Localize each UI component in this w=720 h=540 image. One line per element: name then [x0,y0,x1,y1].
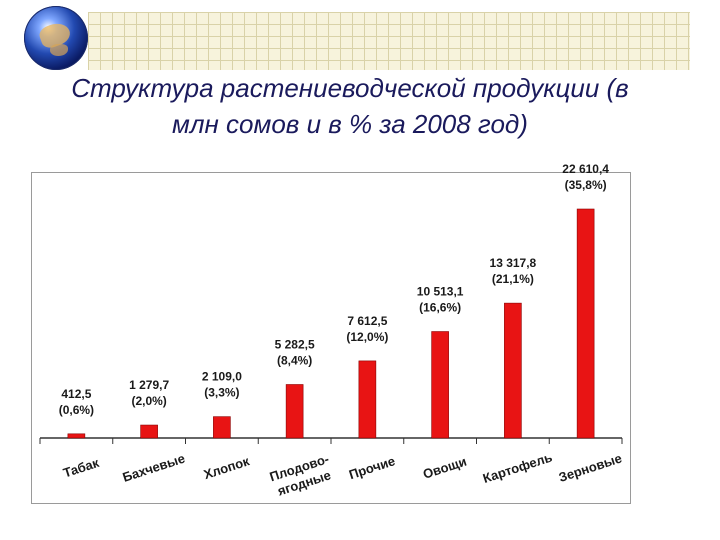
x-tick-label-line: Зерновые [557,450,624,484]
data-label-percent: (2,0%) [131,394,166,408]
data-label-value: 22 610,4 [562,162,609,176]
bar [285,384,304,439]
x-tick-label: Овощи [421,454,468,482]
header-grid-band [88,12,690,70]
x-tick-label: Хлопок [202,453,252,482]
x-tick-label: Плодово-ягодные [268,451,333,498]
data-label-percent: (3,3%) [204,386,239,400]
x-tick-label-line: Хлопок [202,453,252,482]
data-label-value: 2 109,0 [202,370,242,384]
x-tick-label: Картофель [481,449,554,485]
data-label-value: 1 279,7 [129,378,169,392]
data-label-percent: (21,1%) [492,272,534,286]
bar [140,424,158,439]
x-tick-label-line: Прочие [347,453,397,482]
data-label-value: 5 282,5 [275,338,315,352]
bar [504,302,522,439]
x-tick-label-line: Бахчевые [121,451,187,485]
globe-icon [24,6,88,70]
data-label-value: 10 513,1 [417,285,464,299]
x-tick-label-line: Овощи [421,454,468,482]
x-tick-label: Табак [61,455,101,481]
x-tick-label: Прочие [347,453,397,482]
bar [358,360,377,439]
x-tick-label: Зерновые [557,450,624,484]
title-line-2: млн сомов и в % за 2008 год) [172,109,528,139]
title-line-1: Структура растениеводческой продукции (в [71,73,629,103]
bar [576,208,595,439]
data-label-percent: (8,4%) [277,354,312,368]
data-label-percent: (16,6%) [419,301,461,315]
chart-frame [31,172,631,504]
x-tick-label: Бахчевые [121,451,187,485]
data-label-value: 13 317,8 [490,256,537,270]
bar [431,331,449,439]
data-label-percent: (0,6%) [59,403,94,417]
x-tick-label-line: Картофель [481,449,554,485]
data-label-value: 7 612,5 [347,314,387,328]
bar [67,433,86,439]
data-label-value: 412,5 [61,387,91,401]
data-label-percent: (12,0%) [346,330,388,344]
slide-title: Структура растениеводческой продукции (в… [20,70,680,142]
x-tick-label-line: Табак [61,455,101,481]
data-label-percent: (35,8%) [565,178,607,192]
bar [213,416,231,439]
